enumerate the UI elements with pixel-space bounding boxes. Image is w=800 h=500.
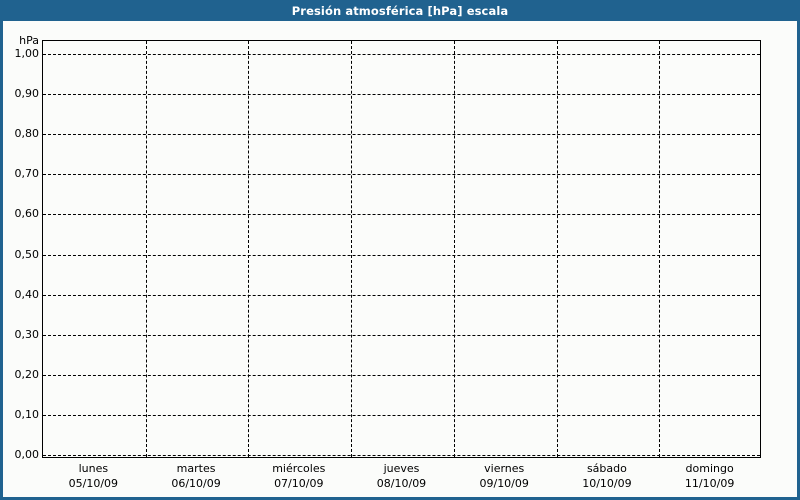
- window-client-area: hPa 1,00 0,90 0,80 0,70 0,60 0,50 0,40 0,30 0,20…: [3, 21, 797, 497]
- gridline-horizontal: [43, 294, 760, 296]
- x-axis-day-name: viernes: [484, 462, 525, 475]
- x-axis-day-name: sábado: [586, 462, 627, 475]
- x-axis-tick-label: martes 06/10/09: [145, 461, 248, 491]
- x-axis-day-name: miércoles: [272, 462, 326, 475]
- window-title: Presión atmosférica [hPa] escala: [291, 3, 509, 18]
- x-axis-day-date: 06/10/09: [171, 477, 221, 490]
- x-axis-tick-labels: lunes 05/10/09 martes 06/10/09 miércoles 07/1…: [42, 461, 761, 495]
- gridline-horizontal: [43, 94, 760, 96]
- x-axis-day-date: 11/10/09: [684, 477, 735, 490]
- gridline-horizontal: [43, 54, 760, 55]
- gridline-horizontal: [43, 174, 760, 176]
- gridline-vertical: [351, 41, 352, 457]
- x-axis-tick-label: jueves 08/10/09: [350, 461, 453, 491]
- y-axis-tick-label: 0,40: [14, 287, 40, 301]
- y-axis-tick-label: 0,20: [14, 367, 40, 381]
- gridline-horizontal: [43, 334, 760, 336]
- x-axis-day-date: 05/10/09: [68, 477, 119, 490]
- x-axis-day-name: lunes: [78, 462, 109, 475]
- window-titlebar: Presión atmosférica [hPa] escala: [0, 0, 800, 21]
- x-axis-tick-label: domingo 11/10/09: [658, 461, 761, 491]
- y-axis-tick-labels: 1,00 0,90 0,80 0,70 0,60 0,50 0,40 0,30 0,20 0,10…: [3, 40, 40, 461]
- gridline-vertical: [248, 41, 249, 457]
- y-axis-tick-label: 0,30: [14, 327, 40, 341]
- gridline-horizontal: [43, 414, 760, 416]
- y-axis-tick-label: 0,90: [14, 87, 40, 101]
- x-axis-day-name: jueves: [383, 462, 420, 475]
- x-axis-day-date: 07/10/09: [274, 477, 324, 490]
- y-axis-tick-label: 1,00: [14, 47, 40, 60]
- pressure-chart: hPa 1,00 0,90 0,80 0,70 0,60 0,50 0,40 0,30 0,20…: [3, 21, 797, 497]
- x-axis-day-date: 09/10/09: [479, 477, 529, 490]
- gridline-horizontal: [43, 455, 760, 456]
- x-axis-tick-label: viernes 09/10/09: [453, 461, 556, 491]
- plot-area: [42, 40, 761, 458]
- x-axis-tick-label: miércoles 07/10/09: [247, 461, 350, 491]
- x-axis-tick-label: lunes 05/10/09: [42, 461, 145, 491]
- y-axis-tick-label: 0,70: [14, 167, 40, 181]
- gridline-vertical: [146, 41, 147, 457]
- x-axis-day-name: domingo: [685, 462, 734, 475]
- gridline-vertical: [454, 41, 455, 457]
- y-axis-tick-label: 0,60: [14, 207, 40, 221]
- y-axis-tick-label: 0,80: [14, 127, 40, 141]
- y-axis-tick-label: 0,50: [14, 247, 40, 261]
- x-axis-day-name: martes: [176, 462, 216, 475]
- x-axis-day-date: 10/10/09: [582, 477, 632, 490]
- gridline-vertical: [659, 41, 660, 457]
- gridline-horizontal: [43, 134, 760, 136]
- x-axis-day-date: 08/10/09: [376, 477, 427, 490]
- y-axis-unit-label: hPa: [19, 34, 39, 47]
- gridline-horizontal: [43, 214, 760, 216]
- gridline-horizontal: [43, 374, 760, 376]
- y-axis-tick-label: 0,00: [14, 448, 40, 461]
- x-axis-tick-label: sábado 10/10/09: [556, 461, 659, 491]
- gridline-horizontal: [43, 254, 760, 256]
- gridline-vertical: [557, 41, 558, 457]
- y-axis-tick-label: 0,10: [14, 407, 40, 421]
